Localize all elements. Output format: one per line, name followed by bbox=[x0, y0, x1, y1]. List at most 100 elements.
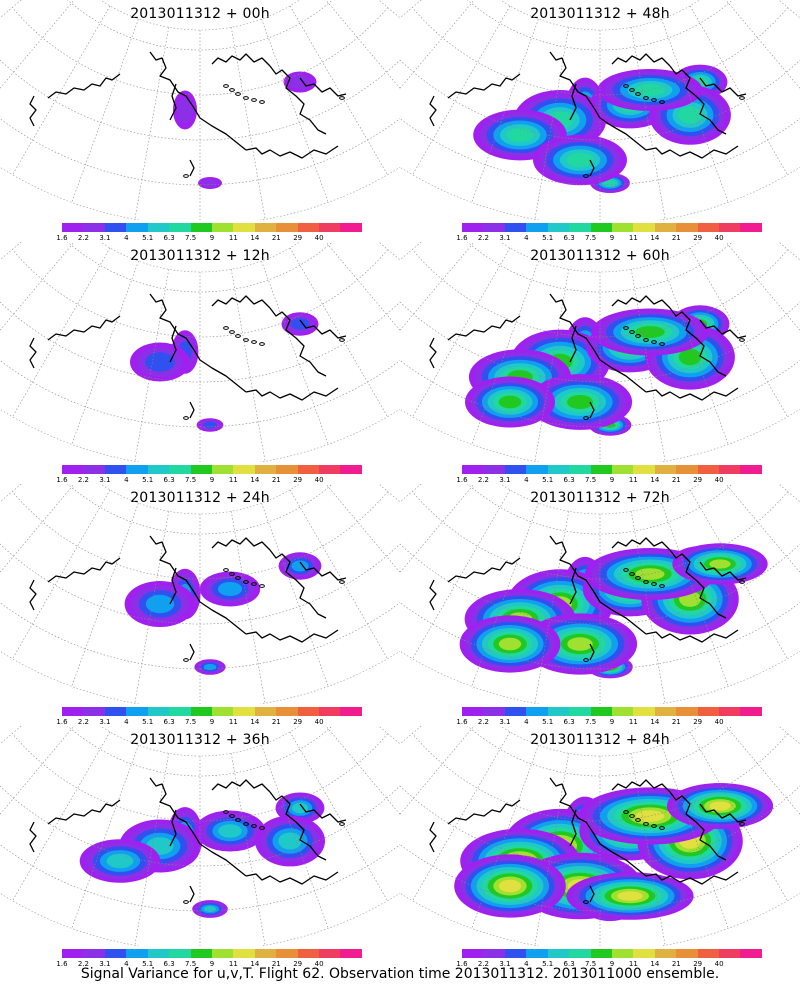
scale-tick-label: 6.3 bbox=[563, 718, 575, 726]
island bbox=[659, 826, 665, 830]
coastline bbox=[29, 95, 37, 127]
meridian-line bbox=[12, 247, 111, 417]
color-swatch bbox=[233, 465, 255, 474]
color-swatch bbox=[611, 465, 634, 474]
meridian-line bbox=[400, 726, 475, 815]
latitude-line bbox=[0, 59, 400, 141]
color-swatch bbox=[254, 223, 277, 232]
meridian-line bbox=[289, 489, 388, 659]
color-swatch bbox=[147, 707, 170, 716]
color-swatch bbox=[233, 949, 255, 958]
scale-tick-label: 14 bbox=[250, 960, 260, 968]
meridian-line bbox=[12, 489, 111, 659]
island bbox=[651, 582, 657, 586]
color-swatch bbox=[633, 949, 655, 958]
latitude-line bbox=[0, 360, 400, 428]
variance-contour bbox=[709, 559, 731, 569]
color-swatch bbox=[654, 707, 677, 716]
color-swatch bbox=[676, 949, 698, 958]
coastline bbox=[47, 799, 121, 825]
color-scale-bar bbox=[62, 223, 362, 232]
scale-tick-label: 4 bbox=[524, 718, 529, 726]
color-scale-bar bbox=[462, 465, 762, 474]
scale-tick-label: 9 bbox=[609, 960, 615, 968]
latitude-line bbox=[67, 0, 333, 51]
coastline bbox=[149, 51, 247, 151]
island bbox=[659, 342, 665, 346]
color-swatch bbox=[319, 707, 341, 716]
color-swatch bbox=[276, 707, 298, 716]
island bbox=[259, 584, 265, 588]
island bbox=[259, 100, 265, 104]
scale-tick-label: 5.1 bbox=[542, 718, 554, 726]
map-boundary bbox=[400, 0, 800, 220]
scale-tick-label: 9 bbox=[209, 234, 215, 242]
island bbox=[651, 340, 657, 344]
color-swatch bbox=[504, 707, 527, 716]
latitude-line bbox=[0, 785, 400, 867]
island bbox=[251, 98, 257, 102]
meridian-line bbox=[134, 27, 170, 220]
meridian-line bbox=[412, 489, 511, 659]
coastline bbox=[611, 53, 671, 67]
scale-tick-label: 7.5 bbox=[585, 476, 597, 484]
color-swatch bbox=[62, 223, 84, 232]
polar-map bbox=[0, 0, 400, 220]
latitude-line bbox=[67, 726, 333, 777]
coastline bbox=[549, 51, 647, 151]
meridian-line bbox=[12, 5, 111, 175]
color-scale-bar bbox=[62, 949, 362, 958]
color-swatch bbox=[504, 949, 527, 958]
scale-tick-label: 5.1 bbox=[142, 960, 154, 968]
color-swatch bbox=[569, 949, 591, 958]
color-swatch bbox=[190, 707, 212, 716]
color-swatch bbox=[504, 465, 527, 474]
latitude-line bbox=[467, 484, 733, 535]
forecast-panel: 2013011312 + 60h 1.6 2.2 3.1 4 5.1 6.3 7.5 9 11 14… bbox=[400, 242, 800, 484]
coastline bbox=[211, 295, 271, 309]
scale-tick-label: 29 bbox=[293, 476, 303, 484]
color-swatch bbox=[719, 223, 741, 232]
map-boundary bbox=[400, 726, 800, 946]
scale-tick-label: 6.3 bbox=[563, 960, 575, 968]
figure-caption: Signal Variance for u,v,T. Flight 62. Ob… bbox=[80, 966, 720, 982]
island bbox=[235, 92, 241, 96]
variance-contour bbox=[709, 801, 731, 811]
color-scale-labels: 1.6 2.2 3.1 4 5.1 6.3 7.5 9 11 14 21 29 40 bbox=[56, 718, 362, 727]
meridian-line bbox=[661, 261, 729, 445]
color-swatch bbox=[719, 949, 741, 958]
coastline bbox=[589, 885, 595, 903]
coastline bbox=[589, 643, 595, 661]
coastline bbox=[47, 73, 121, 99]
island bbox=[229, 330, 235, 334]
scale-tick-label: 1.6 bbox=[456, 476, 468, 484]
coastline bbox=[299, 803, 347, 823]
scale-tick-label: 5.1 bbox=[142, 234, 154, 242]
scale-tick-label: 21 bbox=[271, 476, 281, 484]
scale-tick-label: 9 bbox=[209, 476, 215, 484]
color-swatch bbox=[276, 949, 298, 958]
panel-title: 2013011312 + 36h bbox=[130, 732, 270, 748]
island bbox=[183, 174, 189, 178]
island bbox=[235, 334, 241, 338]
color-swatch bbox=[462, 465, 484, 474]
scale-tick-label: 2.2 bbox=[77, 718, 89, 726]
meridian-line bbox=[230, 753, 266, 946]
color-swatch bbox=[276, 223, 298, 232]
scale-tick-label: 3.1 bbox=[499, 718, 511, 726]
polar-map bbox=[400, 242, 800, 462]
scale-tick-label: 2.2 bbox=[77, 234, 89, 242]
island bbox=[629, 88, 635, 92]
scale-tick-label: 29 bbox=[293, 234, 303, 242]
color-swatch bbox=[547, 707, 570, 716]
coastline bbox=[429, 579, 437, 611]
island bbox=[251, 340, 257, 344]
latitude-line bbox=[12, 249, 388, 338]
scale-tick-label: 9 bbox=[209, 718, 215, 726]
coastline bbox=[645, 629, 739, 643]
coastline bbox=[699, 77, 747, 97]
island bbox=[659, 584, 665, 588]
variance-contour bbox=[203, 421, 217, 429]
meridian-line bbox=[289, 5, 388, 175]
scale-tick-label: 1.6 bbox=[56, 960, 68, 968]
